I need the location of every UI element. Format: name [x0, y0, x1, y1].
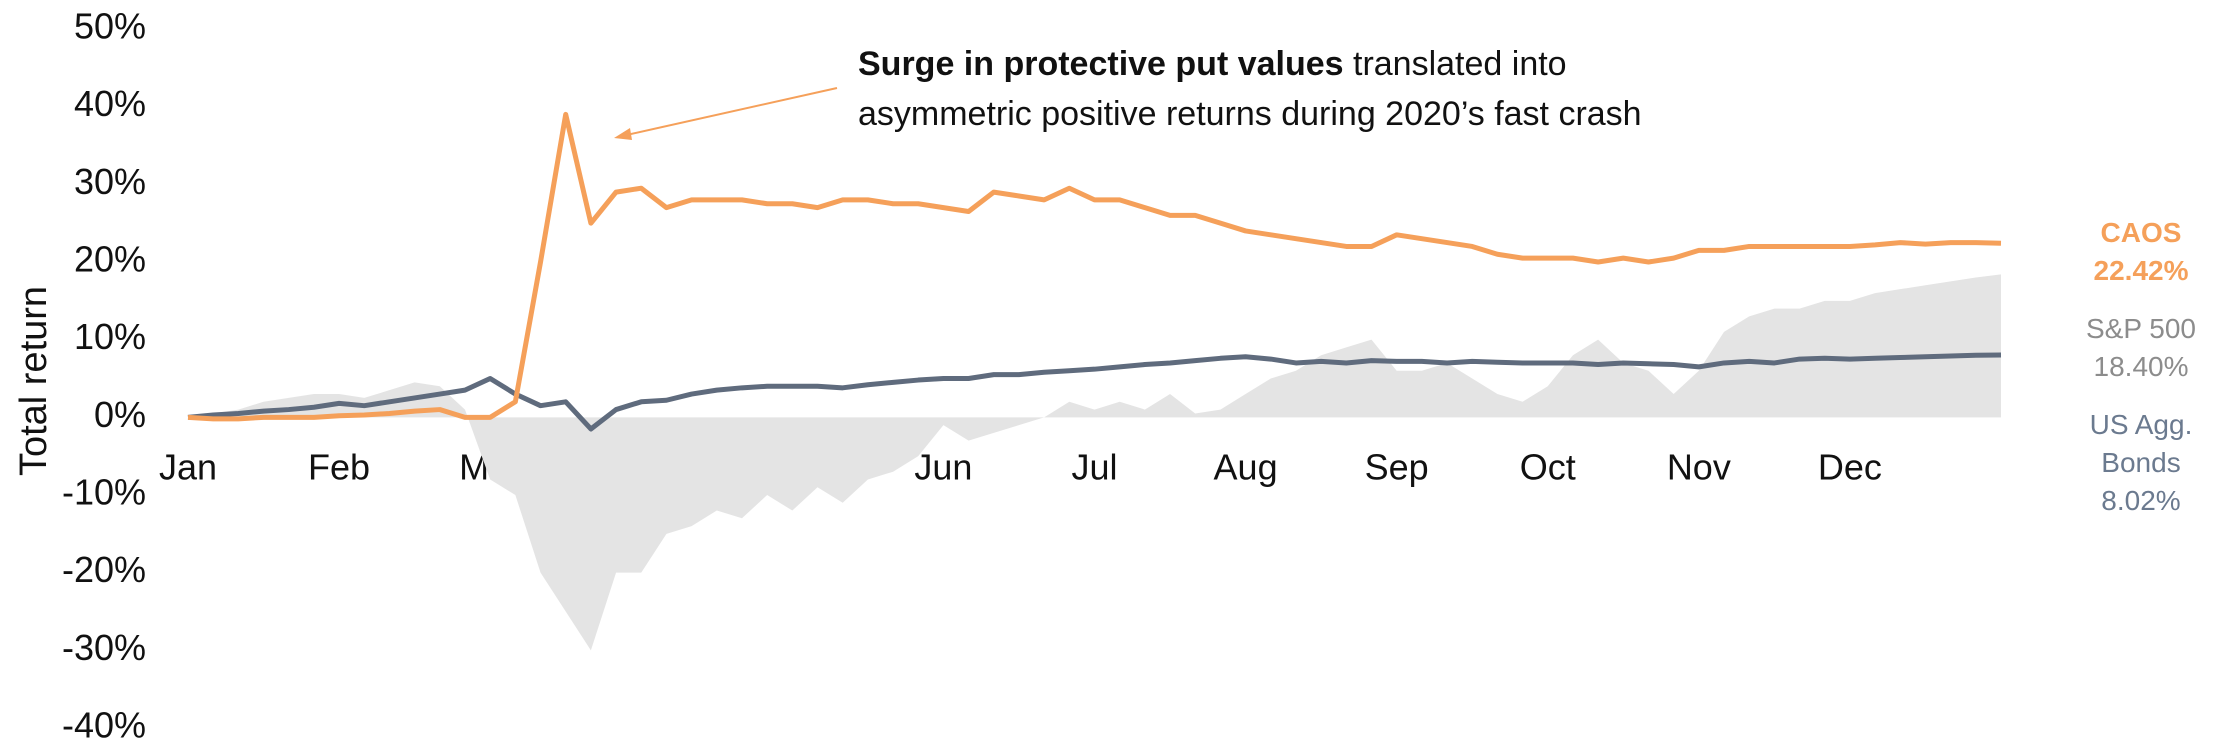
- x-tick-label: Aug: [1214, 447, 1278, 488]
- series-name: S&P 500: [2085, 313, 2197, 344]
- end-value-label: 8.02%: [2101, 485, 2181, 516]
- annotation: Surge in protective put values translate…: [858, 45, 1567, 83]
- annotation-text: translated into: [1344, 45, 1567, 83]
- x-tick-label: Dec: [1818, 447, 1882, 488]
- arrow-head: [614, 128, 632, 140]
- y-tick-label: 40%: [74, 83, 146, 124]
- y-tick-label: 20%: [74, 239, 146, 280]
- y-tick-label: -20%: [62, 549, 146, 590]
- x-tick-label: Jun: [914, 447, 972, 488]
- x-tick-label: Oct: [1520, 447, 1576, 488]
- x-tick-label: Jan: [159, 447, 217, 488]
- y-tick-label: 50%: [74, 6, 146, 47]
- y-tick-label: -40%: [62, 705, 146, 746]
- x-tick-label: Sep: [1365, 447, 1429, 488]
- end-value-label: 22.42%: [2093, 255, 2189, 286]
- area: [188, 274, 2001, 651]
- annotation-bold: Surge in protective put values: [858, 45, 1344, 83]
- end-label: CAOS 22.42%: [2066, 214, 2216, 290]
- annotation-line2: asymmetric positive returns during 2020’…: [858, 95, 1642, 133]
- end-value-label: 18.40%: [2093, 351, 2189, 382]
- y-tick-label: 10%: [74, 316, 146, 357]
- y-tick-label: -10%: [62, 472, 146, 513]
- y-tick-label: -30%: [62, 627, 146, 668]
- end-label: US Agg. Bonds 8.02%: [2066, 406, 2216, 520]
- line: [187, 352, 2002, 432]
- x-tick-label: Feb: [308, 447, 370, 488]
- end-label: S&P 500 18.40%: [2066, 310, 2216, 386]
- series-name: CAOS: [2100, 217, 2182, 248]
- series-name: US Agg. Bonds: [2089, 409, 2193, 478]
- line: [187, 111, 2002, 422]
- y-tick-label: 0%: [94, 394, 146, 435]
- x-tick-label: Jul: [1071, 447, 1117, 488]
- y-axis-label: Total return: [13, 286, 55, 476]
- y-tick-label: 30%: [74, 161, 146, 202]
- x-tick-label: Nov: [1667, 447, 1731, 488]
- annotation-arrow: [621, 87, 838, 137]
